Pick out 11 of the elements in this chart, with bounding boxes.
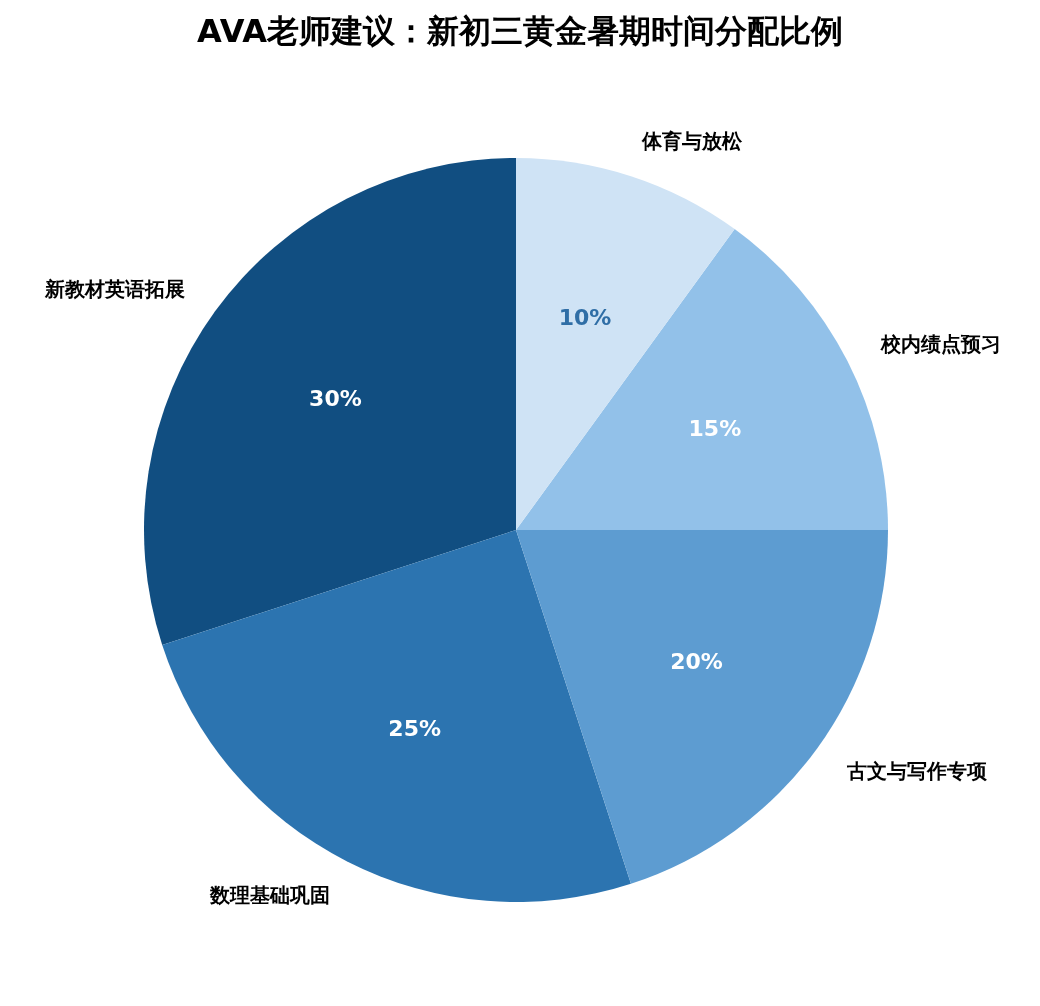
data-label: 15% (688, 416, 742, 442)
chart-title: AVA老师建议：新初三黄金暑期时间分配比例 (197, 12, 843, 50)
data-label: 30% (309, 386, 362, 412)
slice-label: 古文与写作专项 (846, 758, 988, 783)
data-label: 20% (670, 648, 723, 674)
slice-label: 新教材英语拓展 (43, 277, 185, 302)
slice-label: 校内绩点预习 (879, 332, 1001, 357)
data-label: 10% (558, 305, 612, 331)
data-label: 25% (388, 716, 442, 742)
slice-label: 数理基础巩固 (209, 882, 331, 907)
slice-label: 体育与放松 (641, 128, 744, 153)
